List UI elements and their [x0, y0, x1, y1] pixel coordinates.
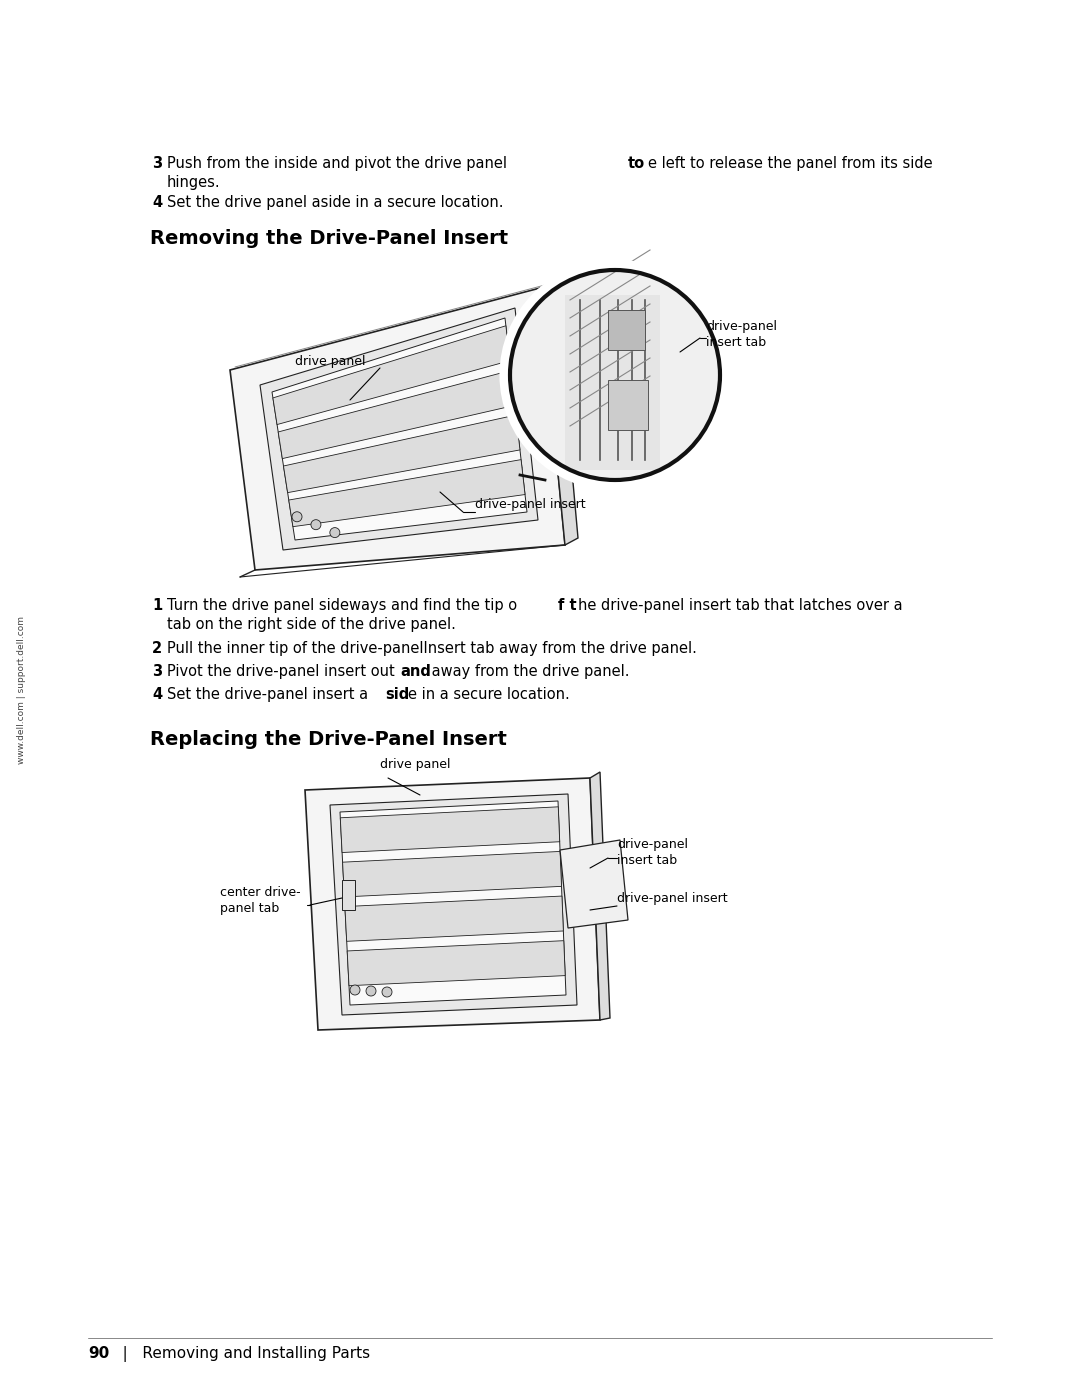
Polygon shape: [288, 460, 525, 527]
Text: 1: 1: [152, 598, 162, 613]
Text: 3: 3: [152, 156, 162, 170]
Text: 4: 4: [152, 196, 162, 210]
Text: Turn the drive panel sideways and find the tip o: Turn the drive panel sideways and find t…: [167, 598, 517, 613]
Polygon shape: [340, 800, 566, 1004]
Text: www.dell.com | support.dell.com: www.dell.com | support.dell.com: [17, 616, 27, 764]
Polygon shape: [272, 319, 527, 541]
Polygon shape: [260, 307, 538, 550]
Text: Pull the inner tip of the drive-panelInsert tab away from the drive panel.: Pull the inner tip of the drive-panelIns…: [167, 641, 697, 657]
Text: Push from the inside and pivot the drive panel: Push from the inside and pivot the drive…: [167, 156, 512, 170]
Text: to: to: [627, 156, 645, 170]
Polygon shape: [590, 773, 610, 1020]
Text: sid: sid: [384, 687, 409, 703]
Text: Removing the Drive-Panel Insert: Removing the Drive-Panel Insert: [150, 229, 508, 249]
Text: drive-panel insert: drive-panel insert: [617, 893, 728, 905]
Text: drive panel: drive panel: [380, 759, 450, 771]
Polygon shape: [342, 851, 562, 897]
Text: 90: 90: [87, 1345, 109, 1361]
Polygon shape: [230, 288, 565, 570]
Text: 4: 4: [152, 687, 162, 703]
Circle shape: [292, 511, 302, 521]
Text: insert tab: insert tab: [617, 854, 677, 868]
Text: Replacing the Drive-Panel Insert: Replacing the Drive-Panel Insert: [150, 731, 507, 749]
Text: Set the drive-panel insert a: Set the drive-panel insert a: [167, 687, 368, 703]
Text: insert tab: insert tab: [706, 337, 766, 349]
Polygon shape: [540, 282, 578, 545]
Circle shape: [382, 988, 392, 997]
Text: drive-panel: drive-panel: [706, 320, 777, 332]
Text: center drive-: center drive-: [220, 886, 300, 900]
Text: e in a secure location.: e in a secure location.: [408, 687, 570, 703]
Text: drive panel: drive panel: [295, 355, 365, 367]
Polygon shape: [565, 295, 660, 469]
Text: drive-panel insert: drive-panel insert: [475, 497, 585, 511]
Polygon shape: [347, 940, 565, 986]
Text: tab on the right side of the drive panel.: tab on the right side of the drive panel…: [167, 617, 456, 631]
Polygon shape: [342, 880, 355, 909]
Text: f t: f t: [558, 598, 577, 613]
Text: Set the drive panel aside in a secure location.: Set the drive panel aside in a secure lo…: [167, 196, 503, 210]
Circle shape: [366, 986, 376, 996]
Circle shape: [350, 985, 360, 995]
Circle shape: [510, 270, 720, 481]
Text: panel tab: panel tab: [220, 902, 280, 915]
Circle shape: [329, 528, 340, 538]
Text: hinges.: hinges.: [167, 175, 220, 190]
Text: 2: 2: [152, 641, 162, 657]
Polygon shape: [305, 778, 600, 1030]
Polygon shape: [273, 326, 510, 425]
Text: 3: 3: [152, 664, 162, 679]
Polygon shape: [279, 370, 515, 458]
Polygon shape: [608, 310, 645, 351]
Text: away from the drive panel.: away from the drive panel.: [427, 664, 630, 679]
Text: Pivot the drive-panel insert out: Pivot the drive-panel insert out: [167, 664, 395, 679]
Polygon shape: [345, 895, 564, 942]
Text: and: and: [400, 664, 431, 679]
Text: |   Removing and Installing Parts: | Removing and Installing Parts: [108, 1345, 370, 1362]
Polygon shape: [340, 807, 559, 852]
Circle shape: [311, 520, 321, 529]
Text: drive-panel: drive-panel: [617, 838, 688, 851]
Polygon shape: [561, 840, 627, 928]
Text: he drive-panel insert tab that latches over a: he drive-panel insert tab that latches o…: [578, 598, 903, 613]
Polygon shape: [608, 380, 648, 430]
Polygon shape: [330, 793, 577, 1016]
Text: e left to release the panel from its side: e left to release the panel from its sid…: [648, 156, 933, 170]
Polygon shape: [283, 415, 519, 493]
